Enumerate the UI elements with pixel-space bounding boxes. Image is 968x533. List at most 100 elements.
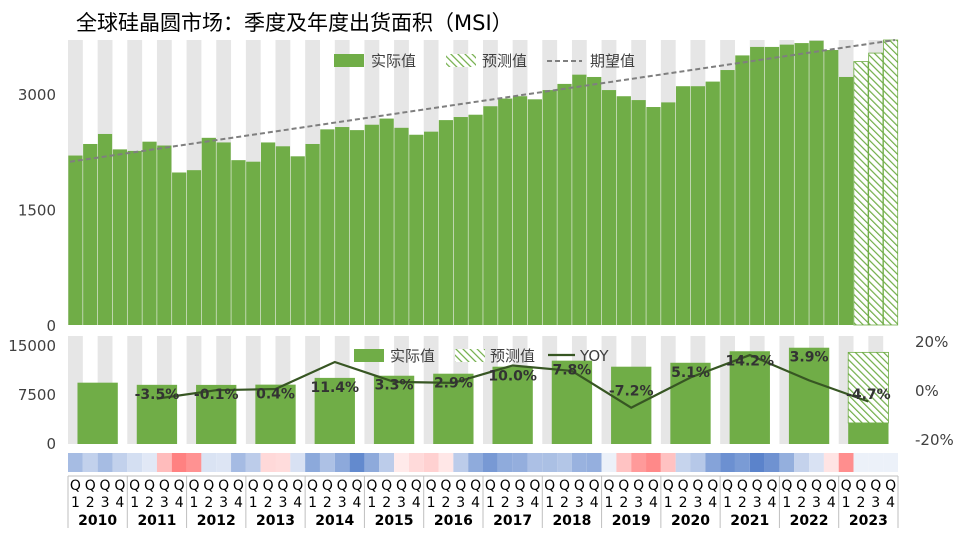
quarter-number: 2 [145,495,154,511]
quarter-letter: Q [352,478,363,494]
quarter-letter: Q [559,478,570,494]
quarter-number: 4 [708,495,717,511]
actual-bar [764,46,780,325]
quarter-letter: Q [618,478,629,494]
heat-cell [319,453,335,472]
quarter-number: 3 [397,495,406,511]
quarter-number: 1 [130,495,139,511]
actual-bar [690,86,706,325]
quarter-letter: Q [885,478,896,494]
annual-bar [373,375,415,444]
forecast-annual-bar [847,351,889,424]
quarter-number: 4 [353,495,362,511]
quarter-letter: Q [692,478,703,494]
quarter-number: 1 [605,495,614,511]
annual-bar [77,382,118,444]
quarter-letter: Q [781,478,792,494]
quarter-number: 4 [115,495,124,511]
quarter-number: 1 [71,495,80,511]
heat-cell [171,453,187,472]
quarter-letter: Q [100,478,111,494]
actual-bar [83,143,98,325]
annual-bar [492,366,533,444]
quarter-letter: Q [678,478,689,494]
annual-bar [611,366,652,444]
heat-cell [868,453,884,472]
heat-cell [557,453,572,472]
actual-bar [97,133,113,325]
quarter-letter: Q [855,478,866,494]
year-label: 2011 [137,513,176,529]
actual-bar [409,134,424,325]
quarter-number: 4 [293,495,302,511]
actual-bar [172,172,187,325]
legend-forecast-label: 预测值 [482,52,527,70]
heat-cell [838,453,854,472]
actual-bar [468,114,483,325]
y-right-tick-label: -20% [915,431,954,449]
actual-bar [794,43,809,325]
legend-forecast-swatch [446,54,476,67]
heat-cell [349,453,365,472]
legend-expected-label: 期望值 [590,52,635,70]
heat-cell [453,453,469,472]
year-label: 2017 [493,513,532,529]
actual-bar [483,106,498,325]
actual-bar [661,102,676,325]
quarter-letter: Q [455,478,466,494]
heat-cell [749,453,765,472]
heat-cell [571,453,587,472]
actual-bar [424,131,439,325]
yoy-data-label: -7.2% [609,384,654,400]
annual-bar [551,360,593,444]
y-left-tick-label: 15000 [8,337,56,355]
actual-bar [142,141,157,325]
quarter-letter: Q [826,478,837,494]
actual-bar [542,90,557,325]
y-right-tick-label: 20% [915,333,948,351]
quarter-number: 2 [797,495,806,511]
quarter-letter: Q [440,478,451,494]
actual-bar [335,127,350,325]
quarter-letter: Q [218,478,229,494]
quarter-number: 1 [486,495,495,511]
annual-bar [314,377,355,444]
quarter-number: 4 [827,495,836,511]
quarter-number: 3 [871,495,880,511]
y-tick-label: 1500 [18,201,56,219]
yoy-data-label: 3.3% [375,378,414,394]
heat-cell [275,453,291,472]
yoy-data-label: 3.9% [790,350,829,366]
actual-bar [675,86,691,325]
actual-bar [394,127,409,325]
quarter-letter: Q [233,478,244,494]
quarter-number: 1 [367,495,376,511]
yoy-data-label: 10.0% [488,369,537,385]
actual-bar [631,100,646,325]
yoy-data-label: 0.4% [256,387,295,403]
quarter-number: 2 [560,495,569,511]
heat-cell [290,453,306,472]
quarter-letter: Q [159,478,170,494]
heat-cell [764,453,780,472]
quarter-number: 2 [738,495,747,511]
quarter-number: 1 [427,495,436,511]
actual-bar [750,46,765,325]
quarter-number: 4 [590,495,599,511]
quarter-number: 1 [723,495,732,511]
quarter-number: 2 [856,495,865,511]
yoy-data-label: 7.8% [553,363,592,379]
forecast-bar [868,52,884,326]
heat-cell [483,453,498,472]
legend2-actual-label: 实际值 [390,347,435,365]
quarter-number: 3 [456,495,465,511]
heat-cell [305,453,320,472]
expected-line [69,39,896,163]
quarter-number: 4 [530,495,539,511]
y-left-tick-label: 7500 [18,386,56,404]
actual-bar [231,160,246,325]
quarter-number: 2 [619,495,628,511]
quarter-number: 4 [649,495,658,511]
quarter-letter: Q [648,478,659,494]
